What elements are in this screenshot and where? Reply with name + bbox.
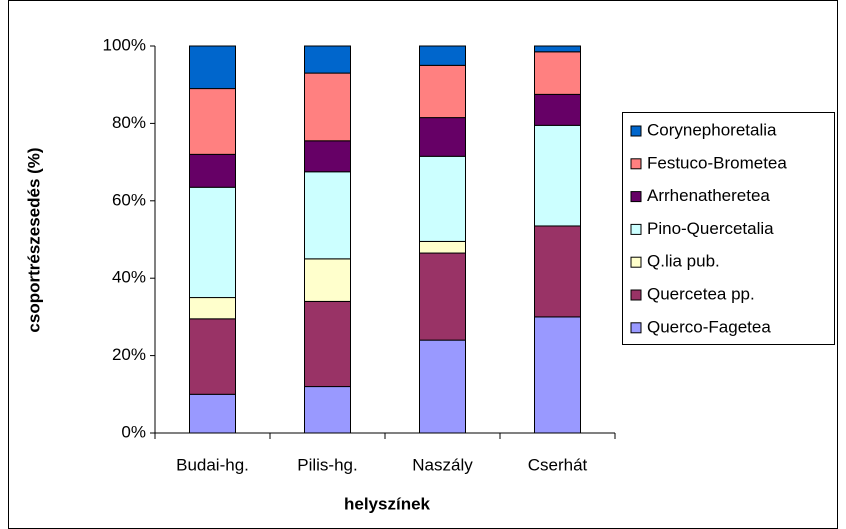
y-axis-title: csoportrészesedés (%): [24, 147, 43, 332]
legend-label: Corynephoretalia: [647, 120, 777, 139]
legend-swatch: [630, 256, 642, 268]
bar-segment: [304, 386, 351, 434]
x-tick-label: Budai-hg.: [176, 455, 249, 474]
bar-segment: [534, 316, 581, 434]
x-tick-label: Cserhát: [528, 455, 588, 474]
bar-segment: [304, 300, 351, 388]
bar-segment: [419, 155, 466, 242]
bar-segment: [189, 297, 236, 320]
bar-segment: [304, 140, 351, 173]
bar-segment: [419, 45, 466, 66]
bar-segment: [534, 93, 581, 126]
bar-segment: [534, 124, 581, 227]
bar-segment: [189, 318, 236, 395]
x-tick-label: Naszály: [412, 455, 473, 474]
bar-segment: [534, 225, 581, 318]
bar-segment: [189, 88, 236, 155]
bar-segment: [189, 153, 236, 188]
x-tick-label: Pilis-hg.: [297, 455, 357, 474]
y-tick-label: 60%: [112, 190, 146, 209]
legend-label: Arrhenatheretea: [647, 186, 770, 205]
legend-swatch: [630, 125, 642, 137]
y-tick-label: 40%: [112, 268, 146, 287]
legend-swatch: [630, 223, 642, 235]
bar-segment: [419, 339, 466, 434]
bar-segment: [419, 240, 466, 254]
bar-segment: [189, 186, 236, 299]
bar-segment: [419, 252, 466, 341]
bar-segment: [304, 72, 351, 142]
legend-label: Quercetea pp.: [647, 284, 755, 303]
bar-segment: [189, 393, 236, 434]
bar-segment: [534, 51, 581, 95]
legend-swatch: [630, 191, 642, 203]
y-tick-label: 0%: [121, 422, 146, 441]
legend-swatch: [630, 322, 642, 334]
bar-segment: [419, 117, 466, 157]
legend-swatch: [630, 289, 642, 301]
legend-label: Festuco-Brometea: [647, 153, 787, 172]
legend-label: Pino-Quercetalia: [647, 219, 774, 238]
bar-segment: [534, 45, 581, 53]
bar-segment: [304, 45, 351, 74]
legend-swatch: [630, 158, 642, 170]
bar-segment: [419, 64, 466, 119]
legend-label: Querco-Fagetea: [647, 317, 771, 336]
y-tick-label: 100%: [103, 35, 146, 54]
x-axis-title: helyszínek: [344, 494, 431, 513]
bar-segment: [304, 258, 351, 302]
legend-label: Q.lia pub.: [647, 252, 720, 271]
legend-box: [622, 112, 835, 345]
y-tick-label: 80%: [112, 113, 146, 132]
bar-segment: [304, 171, 351, 260]
y-tick-label: 20%: [112, 345, 146, 364]
bar-segment: [189, 45, 236, 90]
